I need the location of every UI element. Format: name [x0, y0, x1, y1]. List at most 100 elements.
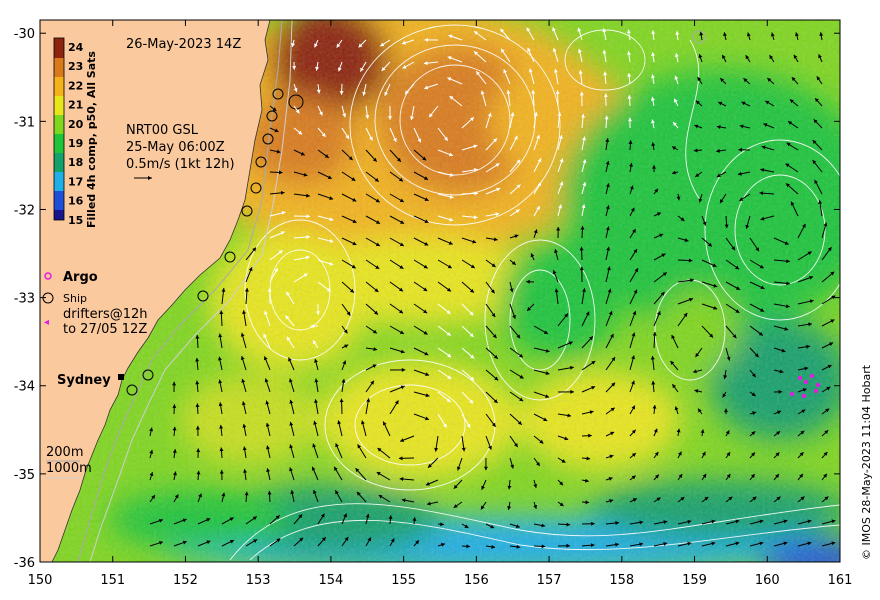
velocity-arrowhead [402, 40, 406, 45]
velocity-arrowhead [758, 331, 763, 336]
velocity-arrowhead [735, 309, 740, 313]
velocity-arrowhead [365, 114, 370, 119]
velocity-arrowhead [218, 333, 223, 338]
velocity-arrowhead [800, 496, 805, 501]
velocity-arrowhead [274, 267, 278, 273]
velocity-arrowhead [442, 423, 447, 428]
velocity-arrowhead [449, 172, 454, 177]
velocity-arrowhead [713, 283, 718, 288]
velocity-arrowhead [516, 334, 521, 339]
velocity-arrowhead [739, 124, 744, 129]
velocity-arrowhead [786, 281, 790, 286]
velocity-arrowhead [375, 242, 380, 246]
velocity-arrowhead [335, 443, 339, 448]
velocity-arrowhead [172, 426, 177, 431]
velocity-arrowhead [377, 447, 382, 452]
velocity-arrowhead [716, 125, 721, 130]
velocity-arrowhead [631, 475, 636, 480]
velocity-arrowhead [799, 452, 804, 457]
velocity-arrowhead [469, 117, 474, 122]
velocity-arrowhead [306, 193, 310, 198]
velocity-arrowhead [578, 70, 583, 74]
velocity-arrowhead [345, 134, 349, 139]
velocity-arrowhead [339, 398, 344, 403]
velocity-arrowhead [473, 215, 478, 220]
velocity-arrowhead [536, 134, 541, 139]
velocity-arrowhead [241, 401, 246, 406]
velocity-arrowhead [760, 308, 765, 312]
velocity-arrowhead [378, 495, 383, 499]
velocity-arrowhead [374, 310, 379, 315]
velocity-arrowhead [316, 311, 321, 315]
velocity-arrowhead [469, 399, 474, 404]
velocity-arrowhead [651, 380, 656, 385]
velocity-arrowhead [785, 183, 790, 188]
velocity-arrowhead [699, 31, 704, 36]
velocity-arrowhead [818, 200, 823, 204]
velocity-arrowhead [219, 447, 224, 452]
velocity-arrowhead [650, 74, 655, 79]
legend: Argo Ship ◂ drifters@12h to 27/05 12Z [42, 270, 148, 337]
velocity-arrowhead [674, 53, 679, 58]
velocity-arrowhead [149, 472, 154, 477]
velocity-arrowhead [337, 420, 342, 425]
map-plot-area [40, 20, 840, 562]
velocity-arrowhead [314, 399, 319, 404]
velocity-arrowhead [313, 340, 317, 345]
y-tick-label: -30 [14, 27, 35, 42]
velocity-arrowhead [316, 89, 321, 94]
velocity-arrowhead [726, 356, 731, 361]
velocity-arrowhead [218, 356, 222, 361]
velocity-arrowhead [335, 490, 339, 495]
velocity-arrowhead [739, 197, 744, 201]
velocity-arrowhead [808, 322, 812, 327]
velocity-arrowhead [554, 288, 559, 293]
velocity-arrowhead [516, 184, 521, 189]
velocity-arrowhead [656, 212, 661, 216]
velocity-arrowhead [786, 259, 790, 264]
velocity-arrowhead [401, 367, 406, 372]
velocity-arrowhead [559, 158, 564, 163]
velocity-arrowhead [440, 542, 445, 547]
credit-label: © IMOS 28-May-2023 11:04 Hobart [860, 364, 873, 560]
timestamp-label: 26-May-2023 14Z [126, 37, 241, 52]
velocity-arrowhead [802, 388, 807, 392]
velocity-arrowhead [760, 285, 765, 290]
velocity-arrowhead [582, 288, 586, 292]
velocity-arrowhead [298, 130, 303, 135]
velocity-arrowhead [591, 361, 596, 365]
velocity-arrowhead [606, 266, 611, 271]
velocity-arrowhead [566, 543, 570, 548]
velocity-arrowhead [610, 431, 615, 436]
velocity-arrowhead [827, 364, 832, 369]
velocity-arrowhead [329, 217, 334, 222]
velocity-arrowhead [509, 288, 514, 293]
velocity-arrowhead [631, 453, 636, 457]
velocity-arrowhead [671, 334, 676, 339]
colorbar-tick-21: 21 [68, 99, 83, 112]
velocity-arrowhead [629, 162, 633, 167]
velocity-arrowhead [242, 423, 247, 428]
colorbar-border [53, 37, 65, 221]
velocity-arrowhead [219, 470, 224, 474]
velocity-arrowhead [631, 405, 635, 410]
velocity-arrowhead [552, 270, 557, 275]
velocity-arrowhead [275, 515, 280, 520]
velocity-arrowhead [698, 408, 702, 413]
velocity-arrowhead [629, 185, 634, 190]
velocity-arrowhead [718, 101, 723, 106]
velocity-arrowhead [831, 519, 836, 524]
velocity-arrowhead [252, 516, 257, 521]
velocity-arrowhead [556, 226, 561, 231]
velocity-arrowhead [770, 32, 775, 37]
velocity-arrowhead [242, 310, 247, 314]
velocity-arrowhead [299, 537, 304, 542]
velocity-arrowhead [447, 264, 452, 269]
ship-marker-icon [42, 292, 54, 304]
velocity-arrowhead [654, 451, 659, 456]
velocity-arrowhead [344, 344, 349, 349]
velocity-arrowhead [298, 514, 303, 519]
velocity-arrowhead [712, 263, 717, 268]
velocity-arrowhead [684, 238, 689, 242]
velocity-arrowhead [564, 313, 568, 318]
